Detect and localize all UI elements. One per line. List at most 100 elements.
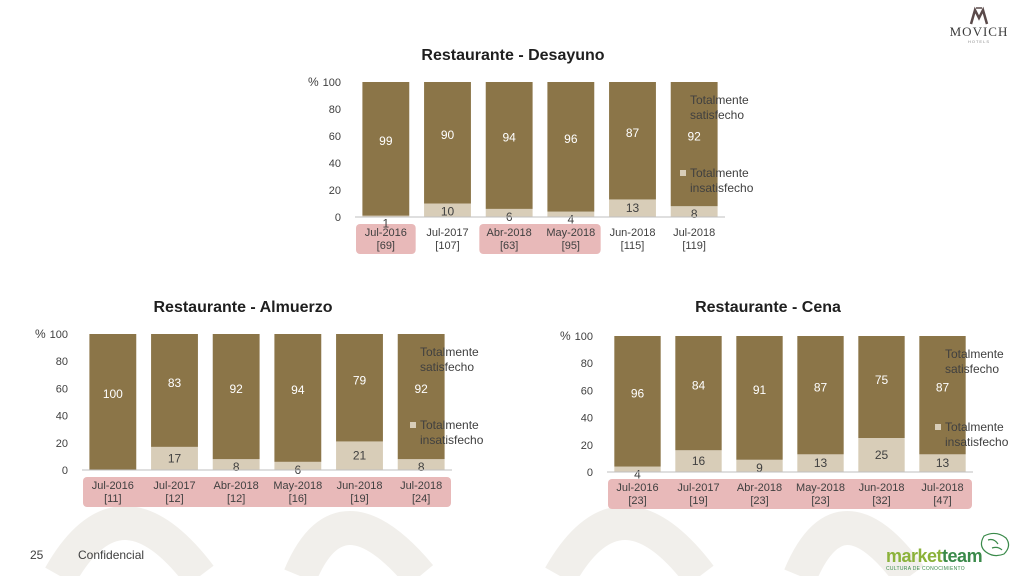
x-tick-label: Jul-2016 xyxy=(365,227,407,239)
brand-name: MOVICH xyxy=(949,24,1009,39)
y-tick-label: 80 xyxy=(56,356,68,368)
bar-satisfecho xyxy=(670,82,718,207)
data-label-satisfecho: 100 xyxy=(103,387,123,401)
y-tick-label: 0 xyxy=(587,467,593,479)
legend-label-line: insatisfecho xyxy=(690,181,754,195)
legend-label-line: satisfecho xyxy=(945,362,999,376)
y-axis-label: % xyxy=(35,327,46,341)
bar-insatisfecho xyxy=(424,203,471,217)
legend-label-line: satisfecho xyxy=(420,360,474,374)
bar-insatisfecho xyxy=(151,446,198,470)
bar-insatisfecho xyxy=(274,461,322,470)
y-axis-label: % xyxy=(560,329,571,343)
bar-satisfecho xyxy=(797,336,844,455)
y-tick-label: 0 xyxy=(62,465,68,477)
legend-label-line: Totalmente xyxy=(420,345,479,359)
x-tick-label: Jun-2018 xyxy=(859,482,905,494)
sample-size-label: [23] xyxy=(811,495,829,507)
data-label-insatisfecho: 1 xyxy=(382,217,389,231)
bar-satisfecho xyxy=(736,336,783,460)
x-tick-label: Jul-2018 xyxy=(921,482,963,494)
sample-size-label: [16] xyxy=(289,493,307,505)
x-tick-label: Abr-2018 xyxy=(487,227,532,239)
bar-insatisfecho xyxy=(919,454,966,472)
y-axis-label: % xyxy=(308,75,319,89)
chart-cena: Restaurante - Cena% 0 20 40 60 80 100 96 4 Jul-20… xyxy=(555,292,1024,512)
y-tick-label: 20 xyxy=(329,185,341,197)
data-label-insatisfecho: 4 xyxy=(634,468,641,482)
x-label-highlight xyxy=(356,224,416,254)
bar-satisfecho xyxy=(336,334,383,442)
legend-swatch xyxy=(935,424,941,430)
marketteam-logo xyxy=(980,532,1010,557)
bar-insatisfecho xyxy=(485,208,533,217)
chart-title: Restaurante - Cena xyxy=(695,299,841,316)
bar-insatisfecho xyxy=(397,459,445,470)
legend-swatch xyxy=(410,422,416,428)
bar-satisfecho xyxy=(362,82,410,216)
sample-size-label: [12] xyxy=(165,493,183,505)
sample-size-label: [107] xyxy=(435,240,459,252)
data-label-satisfecho: 94 xyxy=(502,131,516,145)
bar-satisfecho xyxy=(89,334,137,470)
bar-insatisfecho xyxy=(614,466,661,472)
legend-label-line: Totalmente xyxy=(420,418,479,432)
data-label-insatisfecho: 13 xyxy=(936,456,950,470)
data-label-insatisfecho: 8 xyxy=(691,207,698,221)
data-label-insatisfecho: 13 xyxy=(814,456,828,470)
data-label-satisfecho: 92 xyxy=(414,382,428,396)
bar-satisfecho xyxy=(609,82,656,200)
y-tick-label: 60 xyxy=(581,385,593,397)
x-label-highlight xyxy=(479,224,601,254)
bar-insatisfecho xyxy=(670,206,718,217)
sample-size-label: [23] xyxy=(750,495,768,507)
data-label-insatisfecho: 16 xyxy=(692,454,706,468)
bar-satisfecho xyxy=(397,334,445,460)
chart-almuerzo: Restaurante - Almuerzo% 0 20 40 60 80 100 100 Ju… xyxy=(30,292,530,512)
chart-title: Restaurante - Almuerzo xyxy=(154,299,333,316)
bar-insatisfecho xyxy=(362,215,410,217)
x-tick-label: May-2018 xyxy=(546,227,595,239)
data-label-satisfecho: 96 xyxy=(631,386,645,400)
x-tick-label: Abr-2018 xyxy=(737,482,782,494)
legend-label-line: insatisfecho xyxy=(945,435,1009,449)
bar-insatisfecho xyxy=(212,459,260,470)
sample-size-label: [95] xyxy=(562,240,580,252)
data-label-satisfecho: 84 xyxy=(692,379,706,393)
bar-satisfecho xyxy=(614,336,661,467)
x-tick-label: Jul-2017 xyxy=(677,482,719,494)
data-label-satisfecho: 87 xyxy=(936,381,950,395)
bar-satisfecho xyxy=(212,334,260,460)
data-label-satisfecho: 92 xyxy=(229,382,243,396)
y-tick-label: 40 xyxy=(581,413,593,425)
data-label-insatisfecho: 13 xyxy=(626,201,640,215)
legend-label-line: Totalmente xyxy=(945,420,1004,434)
bar-satisfecho xyxy=(485,82,533,209)
x-tick-label: May-2018 xyxy=(796,482,845,494)
bar-satisfecho xyxy=(424,82,471,204)
data-label-insatisfecho: 17 xyxy=(168,451,182,465)
bar-satisfecho xyxy=(919,336,966,455)
y-tick-label: 40 xyxy=(329,158,341,170)
bar-satisfecho xyxy=(151,334,198,447)
legend-label-line: Totalmente xyxy=(690,166,749,180)
x-tick-label: Jul-2018 xyxy=(400,480,442,492)
brand-sub: HOTELS xyxy=(967,39,990,44)
bar-insatisfecho xyxy=(547,211,595,217)
bar-satisfecho xyxy=(274,334,322,462)
data-label-satisfecho: 96 xyxy=(564,132,578,146)
bar-insatisfecho xyxy=(675,450,722,472)
y-tick-label: 0 xyxy=(335,212,341,224)
sample-size-label: [69] xyxy=(377,240,395,252)
data-label-satisfecho: 99 xyxy=(379,134,393,148)
bar-insatisfecho xyxy=(797,454,844,472)
bar-satisfecho xyxy=(858,336,905,438)
sample-size-label: [23] xyxy=(628,495,646,507)
data-label-satisfecho: 79 xyxy=(353,373,367,387)
sample-size-label: [119] xyxy=(682,240,706,252)
sample-size-label: [47] xyxy=(933,495,951,507)
page-number: 25 xyxy=(30,548,44,562)
y-tick-label: 40 xyxy=(56,411,68,423)
x-tick-label: May-2018 xyxy=(273,480,322,492)
sample-size-label: [63] xyxy=(500,240,518,252)
